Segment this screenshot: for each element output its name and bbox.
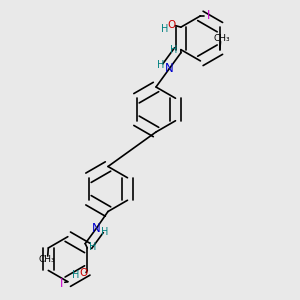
Text: H: H xyxy=(101,226,109,237)
Text: N: N xyxy=(92,221,101,235)
Text: CH₃: CH₃ xyxy=(38,255,55,264)
Text: I: I xyxy=(60,277,64,290)
Text: O: O xyxy=(79,268,87,278)
Text: H: H xyxy=(161,24,168,34)
Text: CH₃: CH₃ xyxy=(213,34,230,43)
Text: H: H xyxy=(89,242,96,252)
Text: H: H xyxy=(158,60,165,70)
Text: I: I xyxy=(207,9,211,22)
Text: O: O xyxy=(168,20,176,30)
Text: H: H xyxy=(170,45,177,55)
Text: H: H xyxy=(72,270,80,280)
Text: N: N xyxy=(165,62,174,75)
